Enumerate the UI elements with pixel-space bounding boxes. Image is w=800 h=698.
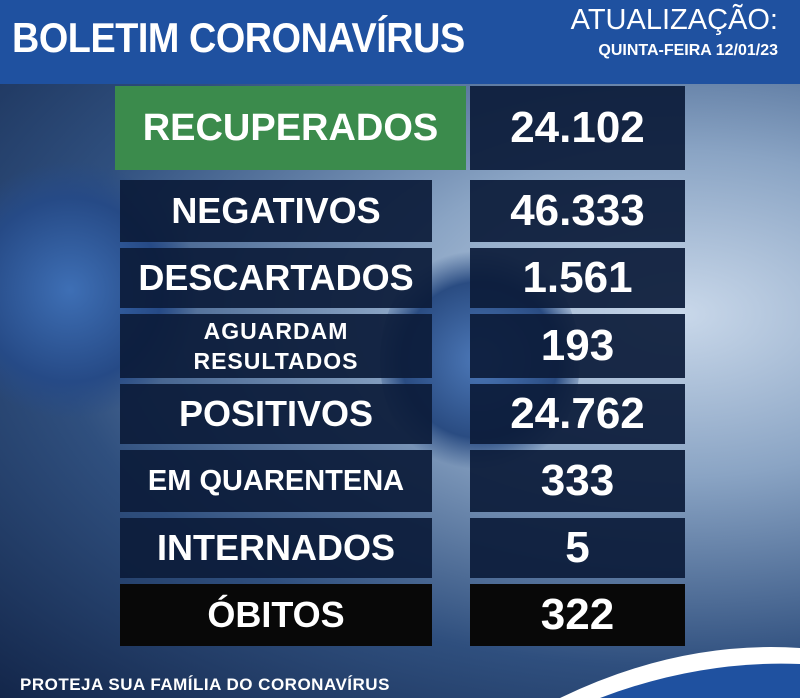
update-label: ATUALIZAÇÃO: [570, 4, 778, 36]
row-value: 46.333 [470, 180, 685, 242]
row-value: 322 [470, 584, 685, 646]
row-value: 193 [470, 314, 685, 378]
row-label: EM QUARENTENA [120, 450, 432, 512]
row-value: 5 [470, 518, 685, 578]
date: QUINTA-FEIRA 12/01/23 [598, 42, 778, 59]
row-label: INTERNADOS [120, 518, 432, 578]
row-label: POSITIVOS [120, 384, 432, 444]
title: BOLETIM CORONAVÍRUS [12, 14, 465, 61]
swoosh-blue [600, 663, 800, 698]
swoosh-decoration [560, 647, 800, 698]
row-label: AGUARDAM RESULTADOS [120, 314, 432, 378]
header: BOLETIM CORONAVÍRUS ATUALIZAÇÃO: QUINTA-… [0, 0, 800, 84]
row-value: 24.762 [470, 384, 685, 444]
row-value: 333 [470, 450, 685, 512]
row-label: RECUPERADOS [115, 86, 466, 170]
row-value: 1.561 [470, 248, 685, 308]
row-label: ÓBITOS [120, 584, 432, 646]
row-label: NEGATIVOS [120, 180, 432, 242]
row-value: 24.102 [470, 86, 685, 170]
row-label: DESCARTADOS [120, 248, 432, 308]
footer: PROTEJA SUA FAMÍLIA DO CORONAVÍRUS [20, 675, 390, 694]
